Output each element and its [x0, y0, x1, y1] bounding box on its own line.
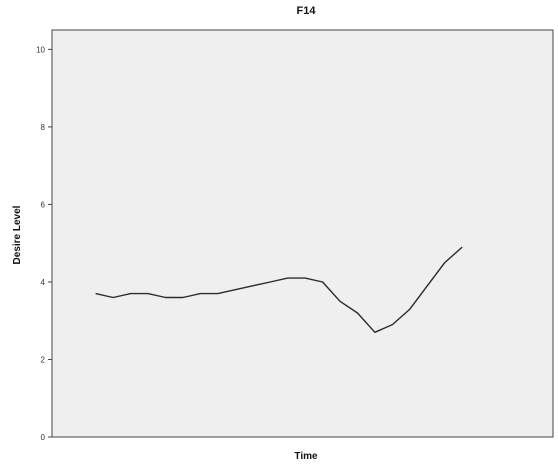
y-axis-title: Desire Level	[12, 205, 23, 264]
y-tick-label: 2	[41, 355, 46, 364]
y-axis-ticks: 0 2 4 6 8 10	[36, 45, 52, 442]
y-tick-label: 4	[41, 278, 46, 287]
y-tick-label: 10	[36, 45, 45, 54]
chart-title: F14	[297, 5, 317, 17]
series-line-1	[95, 246, 463, 333]
y-tick-label: 8	[41, 123, 46, 132]
x-axis-title: Time	[294, 451, 318, 462]
series-group	[95, 246, 463, 333]
y-tick-label: 0	[41, 433, 46, 442]
plot-area	[51, 29, 554, 438]
y-tick-label: 6	[41, 200, 46, 209]
